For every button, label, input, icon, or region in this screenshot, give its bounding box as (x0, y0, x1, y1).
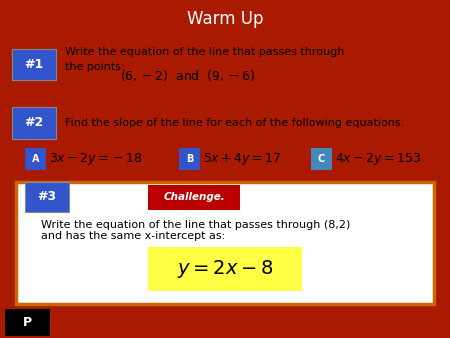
FancyBboxPatch shape (12, 49, 56, 80)
FancyBboxPatch shape (25, 182, 69, 212)
Text: Find the slope of the line for each of the following equations:: Find the slope of the line for each of t… (65, 118, 404, 128)
Text: B: B (186, 153, 193, 164)
FancyBboxPatch shape (12, 107, 56, 139)
Text: $y = 2x-8$: $y = 2x-8$ (176, 258, 274, 280)
Text: #1: #1 (24, 58, 44, 71)
FancyBboxPatch shape (148, 185, 240, 210)
Text: Warm Up: Warm Up (187, 10, 263, 28)
FancyBboxPatch shape (16, 182, 434, 304)
Text: P: P (22, 316, 32, 329)
Text: $4x-2y=153$: $4x-2y=153$ (335, 151, 421, 167)
Text: A: A (32, 153, 40, 164)
Text: $(6,-2)$  and  $(9,-6)$: $(6,-2)$ and $(9,-6)$ (120, 68, 255, 82)
Text: the points:: the points: (65, 62, 124, 72)
Text: Write the equation of the line that passes through (8,2): Write the equation of the line that pass… (40, 220, 350, 230)
FancyBboxPatch shape (25, 147, 46, 170)
Text: #3: #3 (37, 190, 57, 203)
Text: $3x-2y=-18$: $3x-2y=-18$ (50, 151, 143, 167)
FancyBboxPatch shape (310, 147, 332, 170)
Text: Write the equation of the line that passes through: Write the equation of the line that pass… (65, 47, 344, 57)
Text: and has the same x-intercept as:: and has the same x-intercept as: (40, 231, 225, 241)
Text: #2: #2 (24, 116, 44, 129)
FancyBboxPatch shape (179, 147, 200, 170)
Text: C: C (318, 153, 325, 164)
Text: $5x+4y=17$: $5x+4y=17$ (203, 151, 281, 167)
Bar (4, 309, 50, 337)
FancyBboxPatch shape (148, 247, 302, 291)
Text: Challenge.: Challenge. (163, 192, 225, 202)
